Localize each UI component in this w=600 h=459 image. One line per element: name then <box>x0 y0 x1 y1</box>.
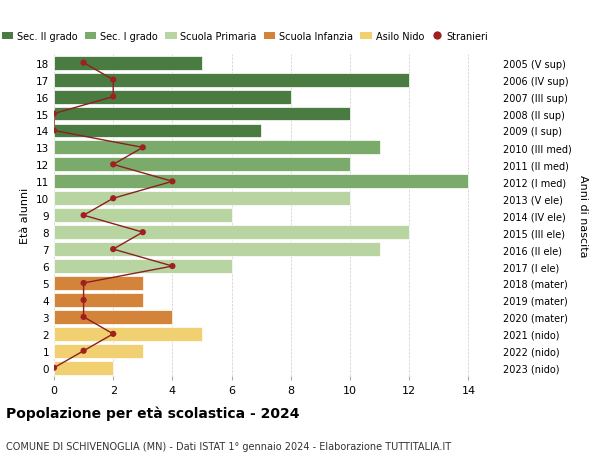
Bar <box>54 310 172 324</box>
Bar <box>54 192 350 206</box>
Bar <box>54 175 469 189</box>
Bar <box>54 209 232 223</box>
Point <box>79 280 88 287</box>
Point <box>167 263 177 270</box>
Point <box>109 77 118 84</box>
Point <box>109 161 118 168</box>
Point <box>49 111 59 118</box>
Bar <box>54 141 380 155</box>
Bar <box>54 276 143 290</box>
Bar <box>54 243 380 257</box>
Point <box>167 178 177 185</box>
Bar <box>54 226 409 240</box>
Point <box>79 347 88 355</box>
Bar <box>54 344 143 358</box>
Point <box>79 212 88 219</box>
Point <box>79 313 88 321</box>
Bar <box>54 56 202 71</box>
Point <box>138 229 148 236</box>
Bar <box>54 124 261 138</box>
Bar <box>54 107 350 121</box>
Bar <box>54 361 113 375</box>
Bar <box>54 259 232 274</box>
Point <box>109 246 118 253</box>
Bar <box>54 293 143 307</box>
Point <box>109 94 118 101</box>
Point <box>49 364 59 372</box>
Point <box>109 330 118 338</box>
Bar <box>54 327 202 341</box>
Point <box>79 60 88 67</box>
Bar <box>54 158 350 172</box>
Text: COMUNE DI SCHIVENOGLIA (MN) - Dati ISTAT 1° gennaio 2024 - Elaborazione TUTTITAL: COMUNE DI SCHIVENOGLIA (MN) - Dati ISTAT… <box>6 441 451 451</box>
Point <box>109 195 118 202</box>
Point <box>49 128 59 135</box>
Text: Popolazione per età scolastica - 2024: Popolazione per età scolastica - 2024 <box>6 405 299 420</box>
Legend: Sec. II grado, Sec. I grado, Scuola Primaria, Scuola Infanzia, Asilo Nido, Stran: Sec. II grado, Sec. I grado, Scuola Prim… <box>0 28 492 45</box>
Point <box>79 297 88 304</box>
Bar <box>54 90 291 104</box>
Y-axis label: Età alunni: Età alunni <box>20 188 31 244</box>
Y-axis label: Anni di nascita: Anni di nascita <box>578 174 588 257</box>
Bar <box>54 73 409 87</box>
Point <box>138 145 148 152</box>
